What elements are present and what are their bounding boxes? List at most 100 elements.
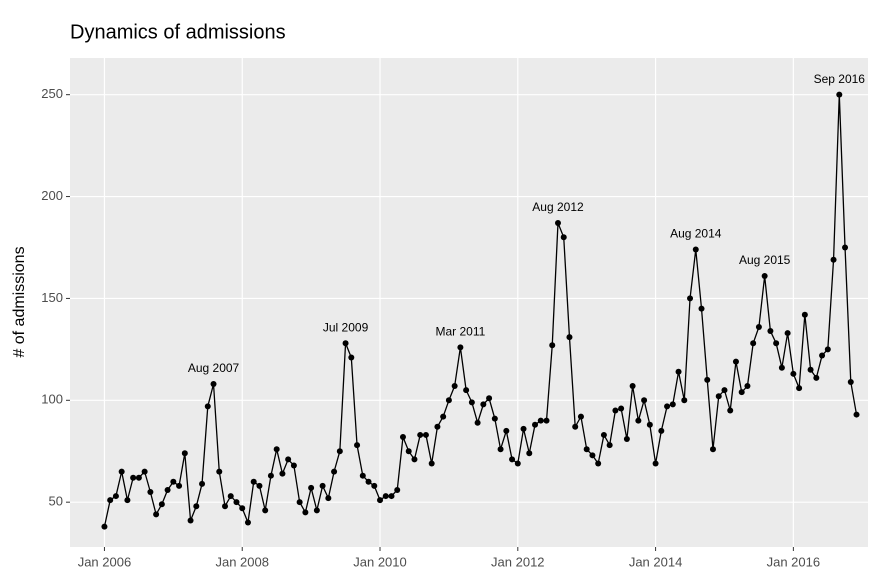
- point: [537, 417, 544, 424]
- point: [692, 246, 699, 253]
- point: [428, 460, 435, 467]
- point: [744, 383, 751, 390]
- point: [709, 446, 716, 453]
- point: [135, 474, 142, 481]
- point: [572, 423, 579, 430]
- point: [107, 497, 114, 504]
- point: [486, 395, 493, 402]
- point: [405, 448, 412, 455]
- point: [147, 488, 154, 495]
- point: [445, 397, 452, 404]
- point: [595, 460, 602, 467]
- point: [239, 505, 246, 512]
- point: [267, 472, 274, 479]
- point: [451, 383, 458, 390]
- point: [233, 499, 240, 506]
- point: [675, 368, 682, 375]
- annotation: Aug 2015: [739, 253, 791, 267]
- point: [118, 468, 125, 475]
- annotation: Mar 2011: [435, 324, 485, 338]
- point: [526, 450, 533, 457]
- point: [331, 468, 338, 475]
- point: [842, 244, 849, 251]
- point: [199, 480, 206, 487]
- point: [319, 482, 326, 489]
- point: [296, 499, 303, 506]
- point: [790, 370, 797, 377]
- point: [652, 460, 659, 467]
- point: [463, 387, 470, 394]
- point: [658, 427, 665, 434]
- point: [761, 273, 768, 280]
- point: [153, 511, 160, 518]
- point: [767, 328, 774, 335]
- point: [836, 91, 843, 98]
- point: [664, 403, 671, 410]
- point: [750, 340, 757, 347]
- point: [434, 423, 441, 430]
- point: [388, 493, 395, 500]
- point: [554, 220, 561, 227]
- point: [440, 413, 447, 420]
- point: [635, 417, 642, 424]
- point: [210, 381, 217, 387]
- point: [532, 421, 539, 428]
- point: [687, 295, 694, 302]
- point: [377, 497, 384, 504]
- point: [273, 446, 280, 453]
- point: [359, 472, 366, 479]
- x-tick-label: Jan 2008: [215, 554, 269, 569]
- point: [600, 431, 607, 438]
- point: [365, 478, 372, 485]
- point: [342, 340, 349, 347]
- point: [715, 393, 722, 400]
- point: [704, 376, 711, 383]
- point: [256, 482, 263, 489]
- point: [618, 405, 625, 412]
- y-tick-label: 100: [41, 392, 63, 407]
- point: [354, 442, 361, 449]
- point: [514, 460, 521, 467]
- point: [560, 234, 567, 241]
- point: [262, 507, 269, 514]
- chart-title: Dynamics of admissions: [70, 21, 286, 43]
- point: [468, 399, 475, 406]
- point: [302, 509, 309, 516]
- annotation: Aug 2014: [670, 227, 722, 241]
- x-tick-label: Jan 2012: [491, 554, 545, 569]
- point: [222, 503, 229, 510]
- point: [824, 346, 831, 353]
- point: [279, 470, 286, 477]
- point: [549, 342, 556, 349]
- point: [181, 450, 188, 457]
- point: [641, 397, 648, 404]
- point: [629, 383, 636, 390]
- annotation: Aug 2012: [532, 200, 584, 214]
- point: [577, 413, 584, 420]
- point: [813, 374, 820, 381]
- point: [646, 421, 653, 428]
- point: [216, 468, 223, 475]
- point: [784, 330, 791, 337]
- point: [755, 323, 762, 330]
- x-tick-label: Jan 2010: [353, 554, 407, 569]
- point: [583, 446, 590, 453]
- annotation: Aug 2007: [188, 361, 240, 375]
- point: [727, 407, 734, 414]
- y-tick-label: 150: [41, 290, 63, 305]
- point: [371, 482, 378, 489]
- point: [721, 387, 728, 394]
- point: [422, 431, 429, 438]
- y-tick-label: 200: [41, 188, 63, 203]
- point: [543, 417, 550, 424]
- point: [778, 364, 785, 371]
- x-tick-label: Jan 2006: [78, 554, 132, 569]
- point: [158, 501, 165, 508]
- point: [773, 340, 780, 347]
- point: [801, 311, 808, 318]
- point: [503, 427, 510, 434]
- point: [193, 503, 200, 510]
- point: [491, 415, 498, 422]
- point: [170, 478, 177, 485]
